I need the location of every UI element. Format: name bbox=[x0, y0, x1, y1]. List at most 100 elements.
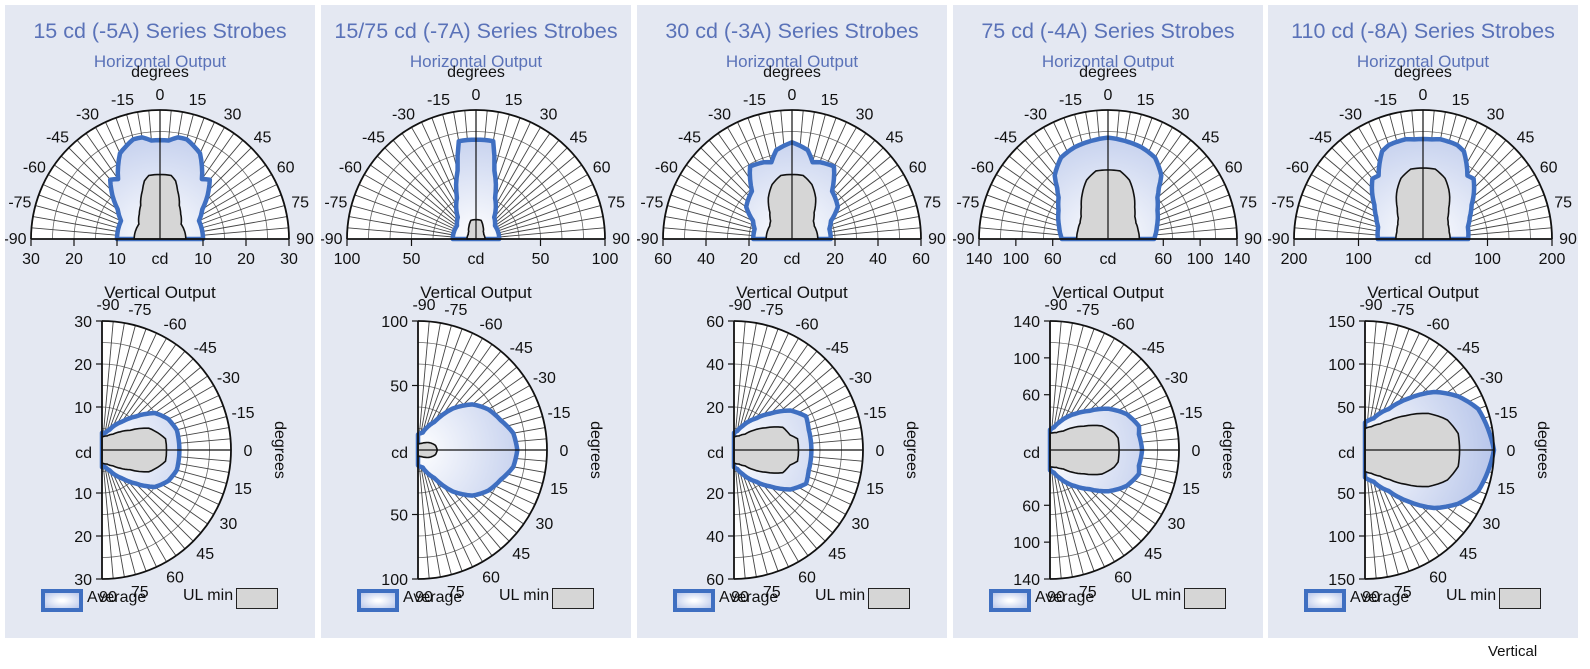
vertical-radial-tick-label: 30 bbox=[74, 572, 92, 589]
vertical-unit-label: cd bbox=[1338, 445, 1355, 462]
horizontal-outer-arc bbox=[662, 109, 922, 240]
vertical-grid-spoke bbox=[733, 449, 746, 579]
horizontal-angle-tick-label: -60 bbox=[23, 160, 46, 177]
vertical-radial-tick-label: 60 bbox=[1022, 388, 1040, 405]
vertical-angle-tick-label: 30 bbox=[220, 516, 238, 533]
horizontal-angle-tick-label: 0 bbox=[472, 87, 481, 104]
vertical-radial-tick-label: 50 bbox=[390, 379, 408, 396]
horizontal-radial-tick-label: 60 bbox=[912, 251, 930, 268]
horizontal-angle-tick-label: -90 bbox=[953, 231, 975, 248]
vertical-radial-tick-label: 20 bbox=[74, 529, 92, 546]
vertical-radial-tick-label: 100 bbox=[1013, 351, 1040, 368]
horizontal-angle-tick-label: -15 bbox=[427, 92, 450, 109]
vertical-outer-arc bbox=[1364, 320, 1495, 580]
horizontal-unit-label: cd bbox=[784, 251, 801, 268]
vertical-title: Vertical Output bbox=[1367, 283, 1479, 302]
horizontal-angle-tick-label: 45 bbox=[1517, 130, 1535, 147]
vertical-angle-tick-label: 15 bbox=[1182, 481, 1200, 498]
horizontal-polar-plot: 200 200 100 100 cd -90 -75 -60-45 -30 -15 0 15 30 45 6… bbox=[1268, 64, 1577, 268]
strobe-panel: 110 cd (-8A) Series Strobes Horizontal Ou… bbox=[1268, 5, 1578, 638]
vertical-angle-tick-label: -30 bbox=[1165, 370, 1188, 387]
horizontal-angle-tick-label: -45 bbox=[1309, 130, 1332, 147]
vertical-angle-tick-label: -60 bbox=[479, 317, 502, 334]
vertical-polar-plot: 140 140 100 100 60 60 cd -90 -75 -60 -45-30 -15 0 15 3… bbox=[1013, 297, 1236, 606]
legend-average-label: Average bbox=[1350, 589, 1410, 606]
horizontal-angle-tick-label: -60 bbox=[1286, 160, 1309, 177]
horizontal-radial-tick-label: 200 bbox=[1539, 251, 1566, 268]
horizontal-radial-tick-label: 200 bbox=[1281, 251, 1308, 268]
vertical-angle-tick-label: -75 bbox=[760, 302, 783, 319]
horizontal-subtitle: Horizontal Output bbox=[1356, 52, 1490, 71]
legend-average-label: Average bbox=[403, 589, 463, 606]
horizontal-angle-tick-label: 60 bbox=[1225, 160, 1243, 177]
strobe-panel: 75 cd (-4A) Series Strobes Horizontal Out… bbox=[953, 5, 1263, 638]
vertical-angle-tick-label: 15 bbox=[1497, 481, 1515, 498]
panel-title: 15 cd (-5A) Series Strobes bbox=[33, 19, 287, 43]
horizontal-angle-tick-label: 30 bbox=[224, 106, 242, 123]
horizontal-outer-arc bbox=[346, 109, 606, 240]
legend-ul-min-label: UL min bbox=[1131, 587, 1182, 604]
vertical-title: Vertical Output bbox=[420, 283, 532, 302]
horizontal-angle-tick-label: 0 bbox=[788, 87, 797, 104]
horizontal-outer-arc bbox=[978, 109, 1238, 240]
vertical-angle-tick-label: -45 bbox=[510, 340, 533, 357]
vertical-angle-tick-label: -90 bbox=[412, 297, 435, 314]
panel-title: 15/75 cd (-7A) Series Strobes bbox=[334, 19, 618, 43]
vertical-angle-tick-label: -45 bbox=[194, 340, 217, 357]
horizontal-angle-tick-label: -75 bbox=[1271, 195, 1294, 212]
horizontal-radial-tick-label: 100 bbox=[334, 251, 361, 268]
horizontal-unit-label: cd bbox=[1415, 251, 1432, 268]
horizontal-angle-tick-label: 75 bbox=[1239, 195, 1257, 212]
horizontal-angle-tick-label: 90 bbox=[1244, 231, 1262, 248]
horizontal-angle-tick-label: 90 bbox=[1559, 231, 1577, 248]
horizontal-angle-tick-label: -90 bbox=[5, 231, 27, 248]
panel-title: 75 cd (-4A) Series Strobes bbox=[981, 19, 1235, 43]
horizontal-angle-tick-label: 45 bbox=[254, 130, 272, 147]
vertical-angle-tick-label: -45 bbox=[1457, 340, 1480, 357]
vertical-radial-tick-label: 50 bbox=[390, 508, 408, 525]
horizontal-angle-tick-label: 15 bbox=[1452, 92, 1470, 109]
vertical-angle-tick-label: -30 bbox=[533, 370, 556, 387]
vertical-angle-axis-label: degrees bbox=[1534, 421, 1551, 479]
vertical-angle-tick-label: -60 bbox=[795, 317, 818, 334]
vertical-radial-tick-label: 20 bbox=[74, 357, 92, 374]
vertical-title: Vertical Output bbox=[104, 283, 216, 302]
horizontal-angle-tick-label: -75 bbox=[324, 195, 347, 212]
horizontal-angle-axis-label: degrees bbox=[131, 64, 189, 81]
vertical-radial-tick-label: 10 bbox=[74, 486, 92, 503]
vertical-angle-tick-label: 60 bbox=[166, 569, 184, 586]
vertical-angle-tick-label: 45 bbox=[1144, 546, 1162, 563]
horizontal-angle-tick-label: -15 bbox=[1374, 92, 1397, 109]
horizontal-angle-tick-label: -75 bbox=[8, 195, 31, 212]
horizontal-radial-tick-label: 100 bbox=[1474, 251, 1501, 268]
horizontal-radial-tick-label: 20 bbox=[826, 251, 844, 268]
vertical-angle-tick-label: 90 bbox=[99, 589, 117, 606]
vertical-grid-spoke bbox=[101, 322, 125, 451]
vertical-grid-spoke bbox=[101, 321, 114, 451]
vertical-angle-tick-label: 0 bbox=[876, 443, 885, 460]
horizontal-radial-tick-label: 20 bbox=[740, 251, 758, 268]
horizontal-angle-tick-label: -30 bbox=[392, 106, 415, 123]
horizontal-angle-tick-label: -15 bbox=[1059, 92, 1082, 109]
vertical-title: Vertical Output bbox=[736, 283, 848, 302]
vertical-radial-tick-label: 100 bbox=[381, 314, 408, 331]
vertical-angle-axis-label: degrees bbox=[1219, 421, 1236, 479]
vertical-radial-tick-label: 20 bbox=[706, 400, 724, 417]
legend-ul-min-label: UL min bbox=[499, 587, 550, 604]
vertical-angle-tick-label: 30 bbox=[536, 516, 554, 533]
horizontal-polar-plot: 140 140 100 100 60 60 cd -90 -75 -60-45 -30 -15 0 15 3… bbox=[953, 64, 1262, 268]
horizontal-radial-tick-label: 100 bbox=[1003, 251, 1030, 268]
vertical-radial-tick-label: 40 bbox=[706, 357, 724, 374]
vertical-outer-arc bbox=[733, 320, 864, 580]
vertical-angle-tick-label: 75 bbox=[447, 584, 465, 601]
vertical-grid-spoke bbox=[733, 321, 746, 451]
horizontal-angle-tick-label: -30 bbox=[1024, 106, 1047, 123]
horizontal-angle-tick-label: 15 bbox=[821, 92, 839, 109]
horizontal-radial-tick-label: 140 bbox=[966, 251, 993, 268]
horizontal-angle-tick-label: 45 bbox=[886, 130, 904, 147]
vertical-grid-spoke bbox=[417, 321, 430, 451]
horizontal-angle-tick-label: 45 bbox=[1202, 130, 1220, 147]
vertical-angle-tick-label: -90 bbox=[1359, 297, 1382, 314]
horizontal-radial-tick-label: 30 bbox=[280, 251, 298, 268]
